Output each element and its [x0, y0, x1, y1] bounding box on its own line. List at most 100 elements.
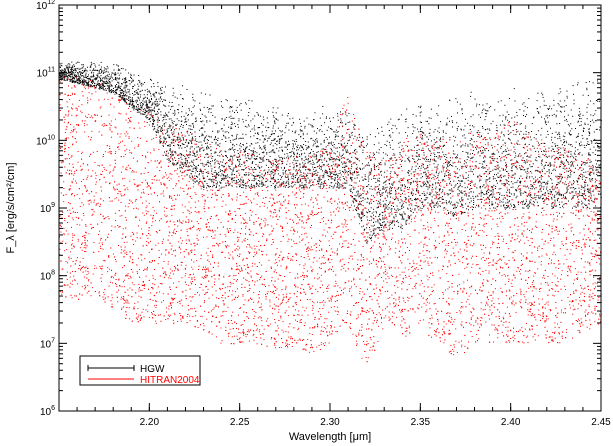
data-point [473, 204, 475, 205]
data-point [127, 91, 129, 93]
data-point [314, 142, 316, 144]
data-point [444, 156, 446, 157]
data-point [355, 182, 357, 184]
data-point [595, 110, 597, 112]
data-point [504, 124, 506, 126]
data-point [502, 120, 503, 122]
data-point [218, 185, 220, 187]
data-point [331, 172, 333, 174]
data-point [215, 136, 216, 138]
data-point [296, 165, 298, 166]
data-point [129, 101, 131, 103]
data-point [333, 152, 335, 154]
data-point [60, 73, 62, 75]
data-point [178, 104, 180, 106]
data-point [186, 160, 188, 161]
data-point [288, 157, 290, 159]
data-point [229, 168, 231, 170]
data-point [417, 128, 418, 130]
data-point [142, 103, 144, 105]
data-point [307, 146, 309, 148]
data-point [186, 89, 188, 90]
data-point [577, 193, 579, 195]
data-point [129, 103, 131, 105]
data-point [206, 147, 208, 149]
data-point [206, 185, 208, 187]
data-point [289, 156, 291, 158]
data-point [317, 146, 319, 148]
data-point [224, 131, 226, 133]
data-point [244, 125, 246, 127]
data-point [258, 145, 260, 147]
data-point [98, 71, 100, 73]
data-point [203, 186, 204, 188]
data-point [564, 145, 566, 146]
data-point [105, 88, 107, 90]
data-point [167, 128, 169, 129]
data-point [309, 182, 311, 184]
data-point [182, 143, 184, 145]
data-point [75, 80, 77, 82]
data-point [286, 153, 288, 155]
data-point [111, 80, 113, 82]
data-point [293, 154, 295, 156]
data-point [181, 163, 183, 165]
data-point [491, 204, 493, 206]
data-point [351, 156, 353, 158]
data-point [554, 158, 556, 160]
data-point [191, 143, 193, 144]
data-point [486, 110, 488, 112]
data-point [129, 93, 131, 95]
data-point [108, 89, 110, 91]
data-point [536, 195, 538, 196]
data-point [307, 177, 309, 179]
data-point [448, 161, 450, 163]
data-point [370, 219, 372, 221]
data-point [190, 111, 192, 113]
data-point [245, 185, 247, 187]
data-point [582, 94, 584, 96]
data-point [90, 85, 92, 87]
data-point [96, 83, 98, 85]
data-point [170, 125, 172, 127]
data-point [269, 155, 271, 157]
data-point [302, 162, 304, 164]
data-point [320, 185, 321, 187]
data-point [507, 205, 509, 207]
data-point [206, 146, 207, 148]
data-point [237, 156, 239, 158]
data-point [59, 73, 61, 75]
data-point [249, 145, 251, 147]
data-point [296, 149, 298, 151]
data-point [588, 131, 590, 133]
data-point [262, 159, 264, 161]
data-point [107, 88, 109, 89]
data-point [343, 137, 345, 139]
data-point [78, 61, 80, 63]
data-point [418, 209, 420, 211]
data-point [540, 143, 542, 144]
data-point [363, 229, 365, 231]
data-point [465, 195, 467, 197]
data-point [170, 154, 171, 155]
data-point [578, 120, 579, 122]
data-point [364, 174, 366, 176]
data-point [96, 74, 98, 76]
data-point [464, 182, 466, 184]
data-point [355, 149, 357, 151]
data-point [152, 124, 154, 125]
data-point [104, 78, 106, 80]
data-point [344, 162, 346, 164]
data-point [106, 65, 108, 67]
data-point [400, 226, 402, 228]
data-point [80, 74, 82, 75]
data-point [420, 105, 422, 107]
data-point [257, 127, 259, 129]
data-point [447, 209, 449, 211]
data-point [563, 156, 565, 158]
data-point [76, 74, 77, 76]
data-point [425, 197, 427, 199]
data-point [480, 190, 482, 192]
data-point [475, 146, 476, 148]
data-point [351, 196, 353, 197]
